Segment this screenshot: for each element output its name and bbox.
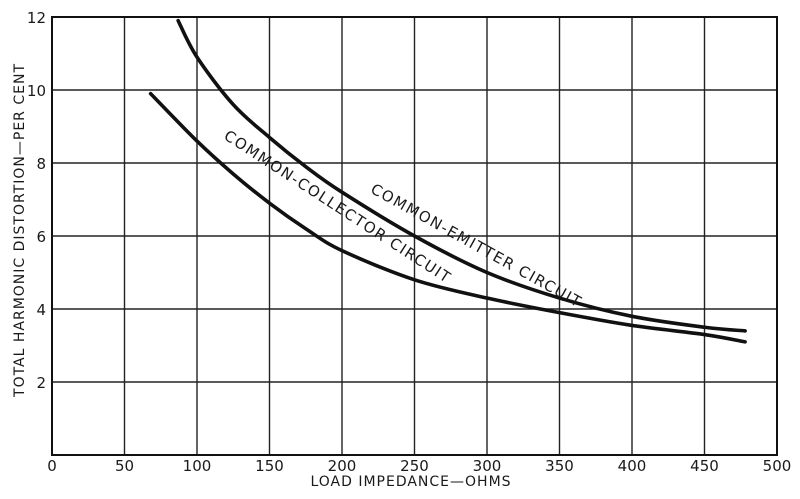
common-collector-curve [148,91,747,344]
y-tick-labels: 2 4 6 8 10 12 [27,9,46,392]
y-tick-label: 8 [36,155,46,173]
grid-lines [52,17,777,455]
x-tick-label: 50 [115,457,134,475]
x-tick-label: 200 [328,457,357,475]
x-tick-label: 150 [255,457,284,475]
x-tick-label: 500 [763,457,792,475]
plot-frame [51,16,778,456]
x-tick-label: 450 [690,457,719,475]
common-emitter-curve [176,18,747,333]
x-tick-label: 300 [473,457,502,475]
y-tick-label: 6 [36,228,46,246]
x-tick-label: 400 [618,457,647,475]
y-tick-label: 12 [27,9,46,27]
x-tick-label: 100 [183,457,212,475]
x-tick-label: 350 [545,457,574,475]
x-tick-label: 0 [47,457,57,475]
y-tick-label: 10 [27,82,46,100]
x-tick-labels: 0 50 100 150 200 250 300 350 400 450 500 [47,457,791,475]
x-tick-label: 250 [400,457,429,475]
y-axis-title: TOTAL HARMONIC DISTORTION—PER CENT [12,63,28,398]
curves [148,18,747,344]
y-tick-label: 2 [36,374,46,392]
y-tick-label: 4 [36,301,46,319]
x-axis-title: LOAD IMPEDANCE—OHMS [310,474,511,490]
